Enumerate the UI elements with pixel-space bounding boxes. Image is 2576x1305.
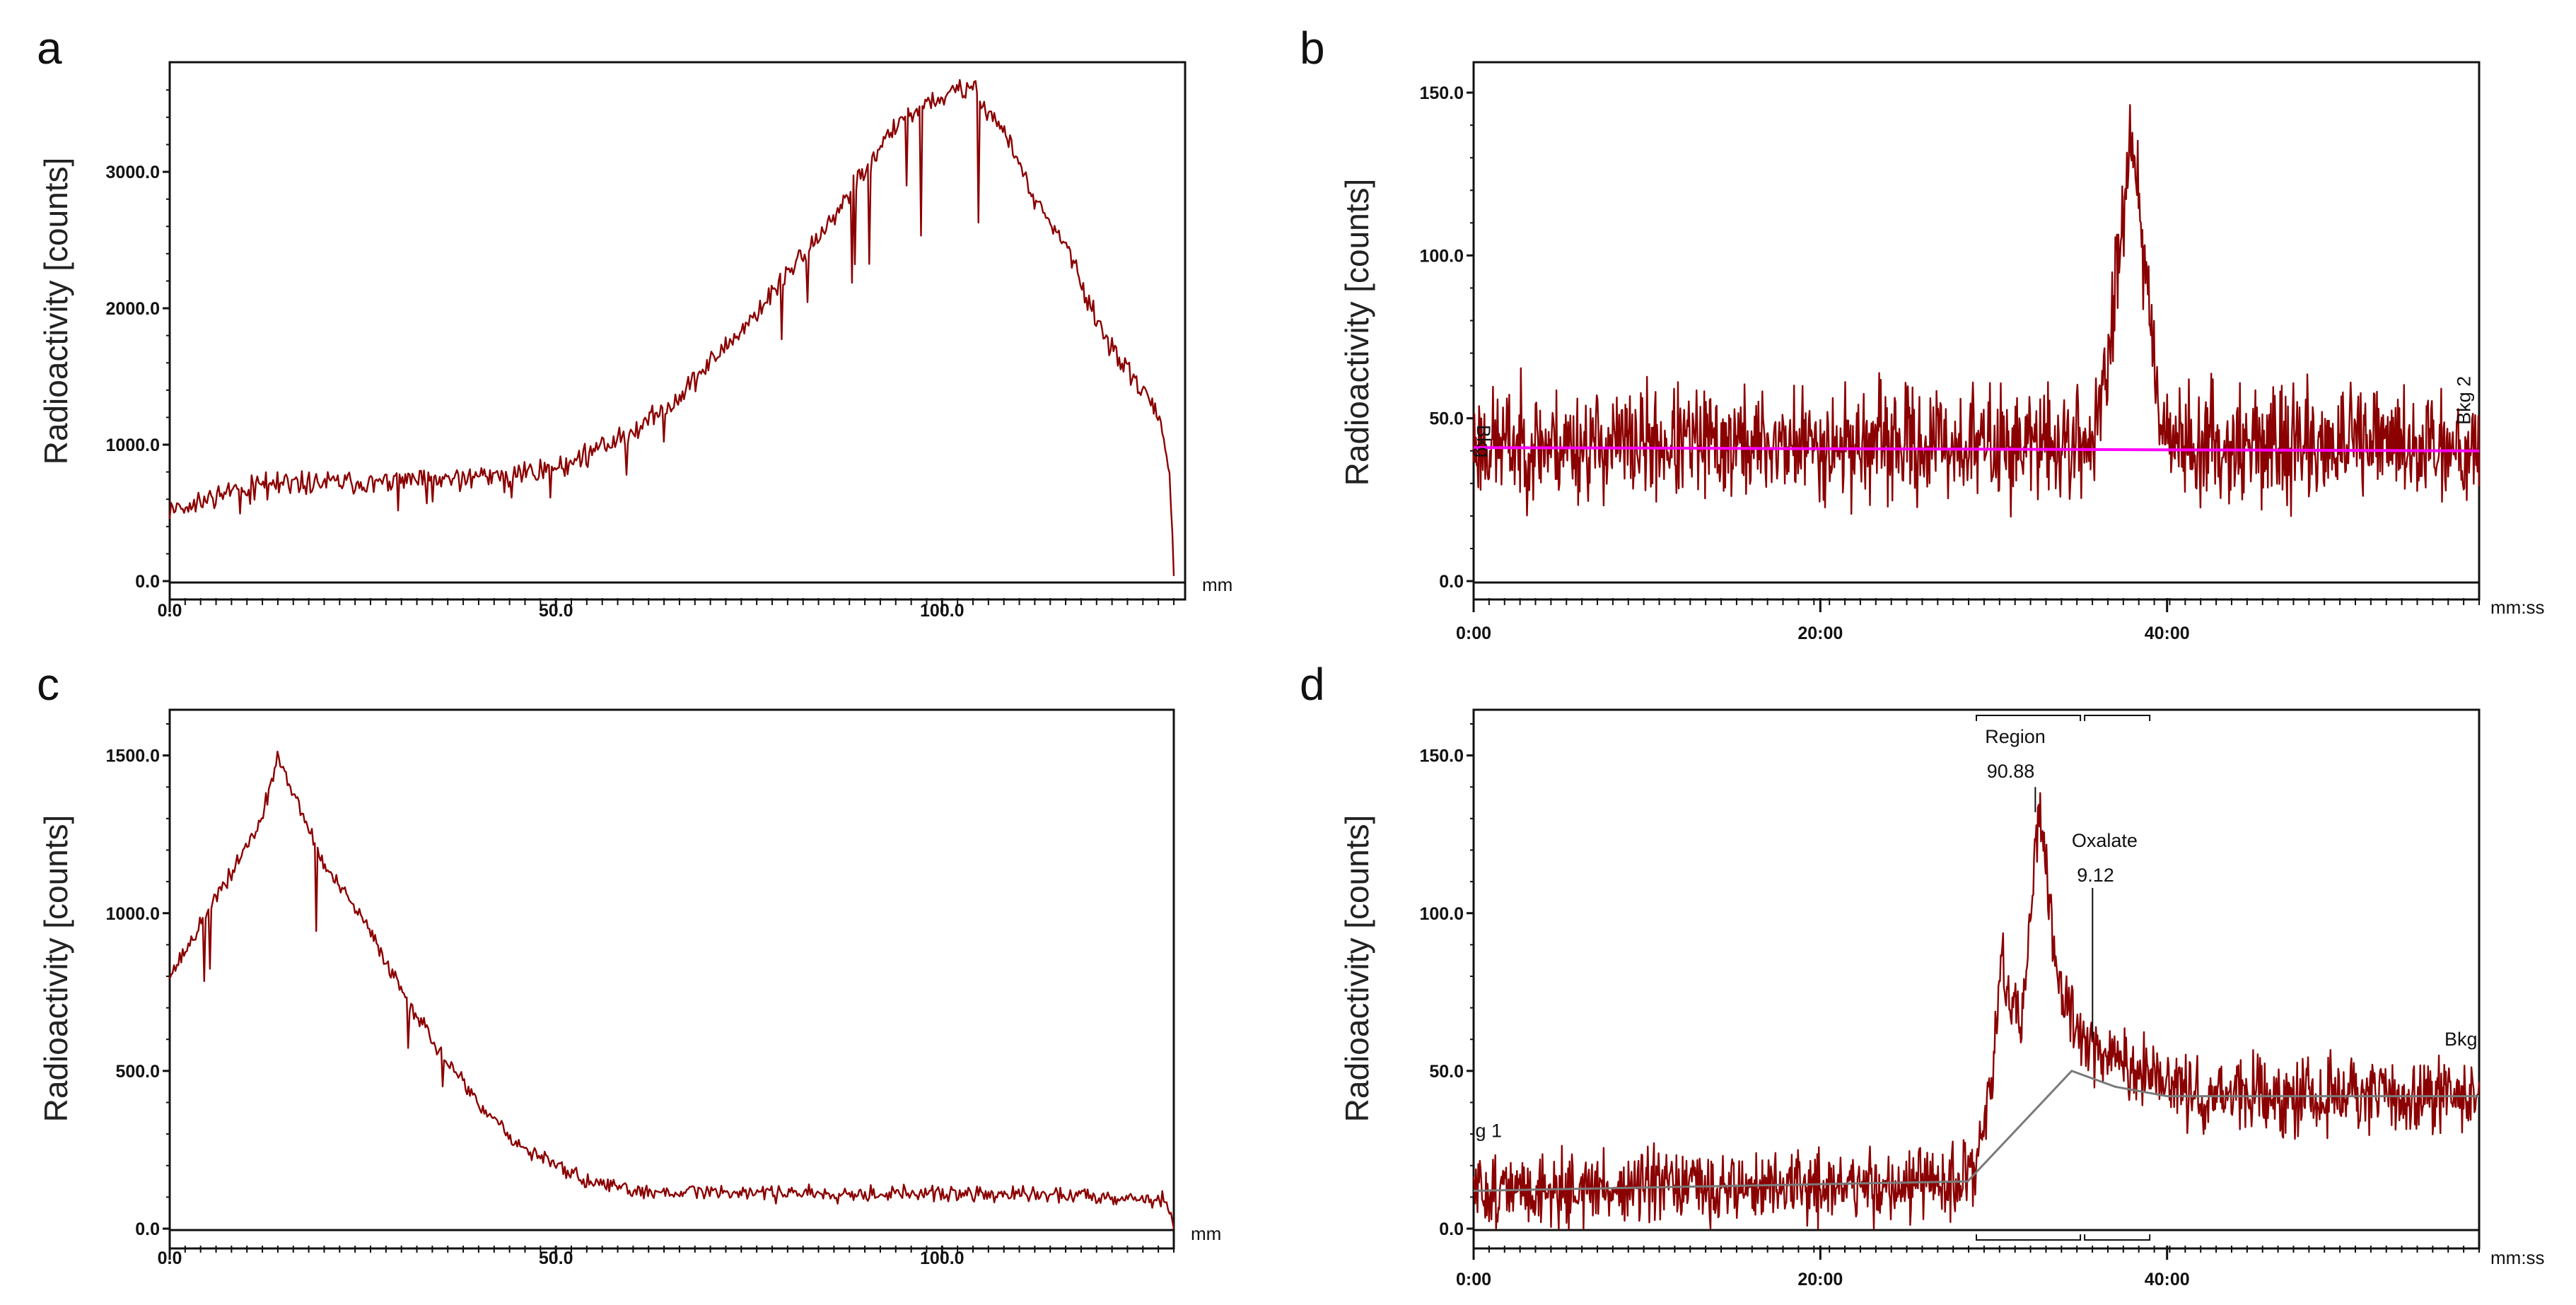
panel-letter-a: a	[37, 23, 62, 74]
region-bracket-top	[1976, 715, 2082, 721]
xtick-label-b: 20:00	[1797, 624, 1843, 643]
xtick-label-d: 20:00	[1797, 1270, 1843, 1289]
ytick-label-d: 150.0	[1419, 747, 1464, 766]
xtick-label-d: 40:00	[2145, 1270, 2190, 1289]
data-trace-c	[168, 750, 1175, 1229]
ytick-label-d: 100.0	[1419, 904, 1464, 924]
ytick-label-a: 3000.0	[106, 163, 160, 182]
xunit-a: mm	[1202, 574, 1232, 595]
ytick-label-c: 1000.0	[106, 904, 160, 924]
xunit-c: mm	[1191, 1223, 1221, 1244]
region-bracket-bottom	[1976, 1234, 2082, 1241]
ylabel-a: Radioactivity [counts]	[37, 158, 74, 465]
ytick-label-c: 500.0	[115, 1062, 160, 1082]
ytick-label-a: 2000.0	[106, 299, 160, 319]
ytick-label-d: 0.0	[1439, 1219, 1464, 1239]
annotation-b: Bkg 2	[2454, 376, 2475, 425]
baseline-b	[1473, 446, 2480, 452]
panel-letter-d: d	[1300, 659, 1325, 710]
ylabel-c: Radioactivity [counts]	[37, 815, 74, 1123]
ytick-label-b: 150.0	[1419, 83, 1464, 103]
plot-frame-c	[168, 708, 1175, 1250]
panel-letter-b: b	[1300, 23, 1325, 74]
annotation-d: Bkg	[2444, 1029, 2478, 1050]
ylabel-d: Radioactivity [counts]	[1339, 815, 1375, 1123]
xtick-label-b: 40:00	[2145, 624, 2190, 643]
plot-frame-d	[1472, 708, 2481, 1250]
ytick-label-d: 50.0	[1429, 1062, 1464, 1082]
annotation-b: Bkg	[1473, 425, 1494, 458]
annotation-d: Oxalate	[2072, 830, 2138, 851]
baseline-d	[1473, 1070, 2479, 1192]
plot-frame-b	[1472, 61, 2481, 601]
ytick-label-c: 0.0	[135, 1219, 160, 1239]
ytick-label-b: 100.0	[1419, 246, 1464, 266]
oxalate-bracket-top	[2084, 715, 2151, 721]
annotation-d: 9.12	[2077, 865, 2114, 886]
annotation-d: 90.88	[1987, 761, 2035, 782]
data-trace-a	[168, 78, 1175, 576]
plot-layer: 0.0 1000.0 2000.0 3000.0 0.0 50.0 100.0 0.0 50.0…	[106, 78, 2481, 1289]
oxalate-bracket-bottom	[2084, 1234, 2151, 1241]
plot-frame-a	[168, 61, 1187, 601]
ytick-label-a: 0.0	[135, 572, 160, 592]
data-trace-d	[1472, 792, 2481, 1230]
data-trace-b	[1472, 104, 2481, 517]
annotation-d: Region	[1985, 726, 2046, 747]
ytick-label-b: 50.0	[1429, 409, 1464, 429]
xunit-d: mm:ss	[2490, 1247, 2545, 1268]
xtick-label-b: 0:00	[1456, 624, 1491, 643]
xtick-label-d: 0:00	[1456, 1270, 1491, 1289]
xunit-b: mm:ss	[2490, 597, 2545, 618]
ytick-label-a: 1000.0	[106, 435, 160, 455]
annotation-d: g 1	[1475, 1120, 1502, 1142]
ylabel-b: Radioactivity [counts]	[1339, 179, 1375, 486]
ytick-label-b: 0.0	[1439, 572, 1464, 592]
ytick-label-c: 1500.0	[106, 747, 160, 766]
panel-letter-c: c	[37, 659, 59, 710]
